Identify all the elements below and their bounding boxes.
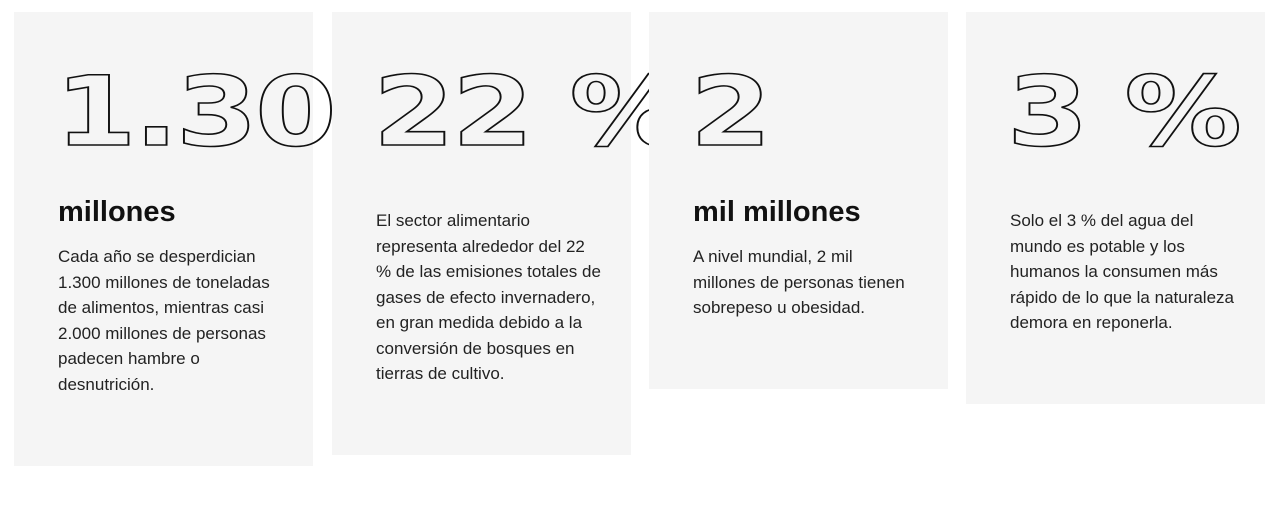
stat-number: 22 % <box>372 56 688 168</box>
stat-unit: millones <box>58 196 176 228</box>
stat-description: Cada año se desperdician 1.300 millones … <box>58 247 270 394</box>
stat-unit: mil millones <box>693 196 861 228</box>
stat-description: A nivel mundial, 2 mil millones de perso… <box>693 247 905 317</box>
stat-number: 3 % <box>1006 56 1243 168</box>
stat-card-food-waste: 1.300 millones Cada año se desperdician … <box>14 12 417 466</box>
stat-card-obesity: 2 mil millones A nivel mundial, 2 mil mi… <box>649 12 948 389</box>
stat-description: Solo el 3 % del agua del mundo es potabl… <box>1010 211 1234 332</box>
stat-number: 2 <box>689 56 772 168</box>
stat-card-drinking-water: 3 % Solo el 3 % del agua del mundo es po… <box>966 12 1265 404</box>
stat-description: El sector alimentario representa alreded… <box>376 211 601 383</box>
stat-card-emissions: 22 % El sector alimentario representa al… <box>332 12 688 455</box>
